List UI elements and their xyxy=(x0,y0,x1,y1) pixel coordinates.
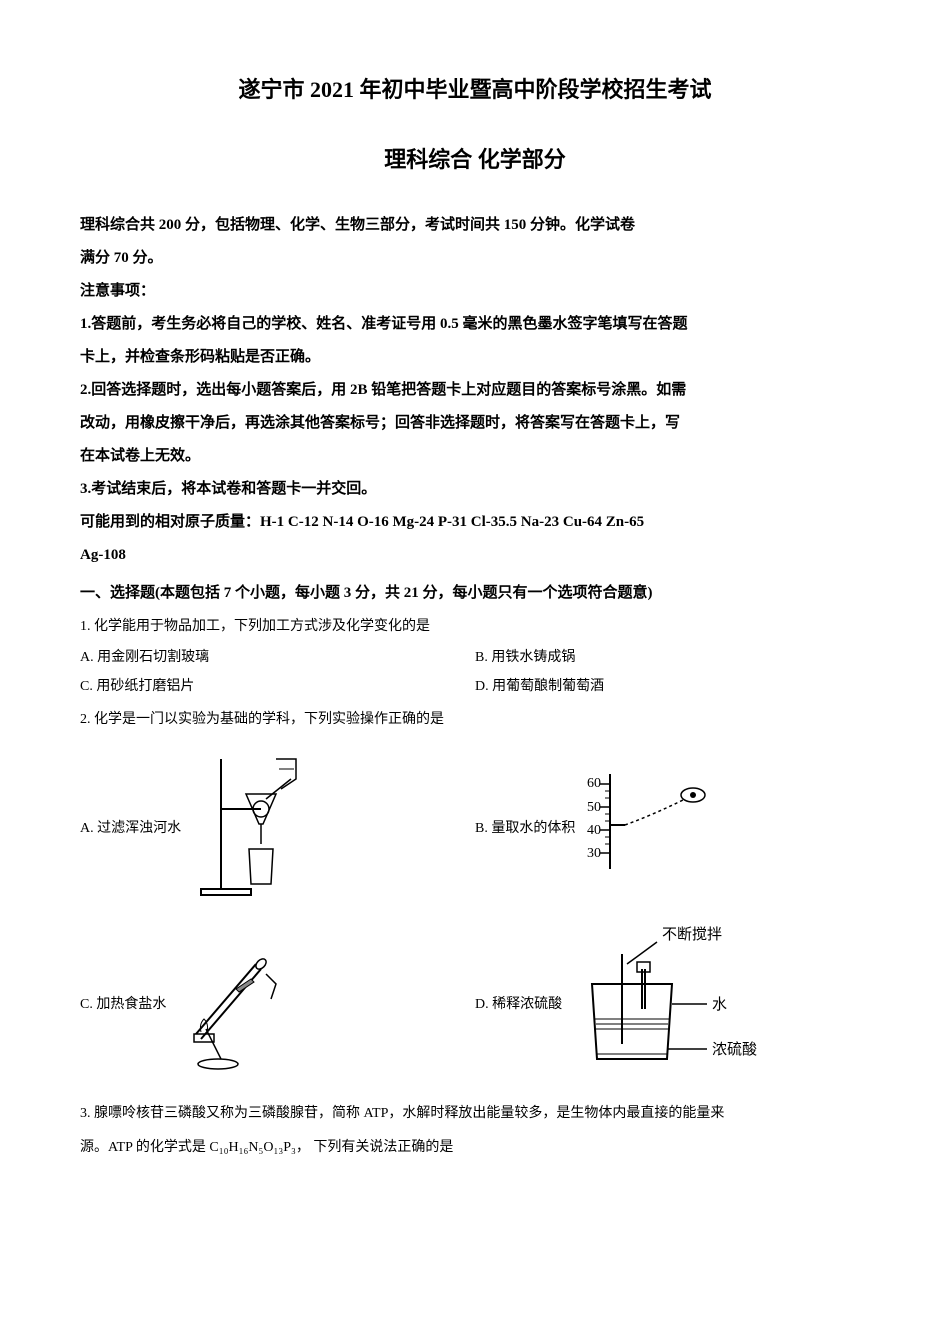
stir-label: 不断搅拌 xyxy=(662,926,722,943)
instruction-2a: 2.回答选择题时，选出每小题答案后，用 2B 铅笔把答题卡上对应题目的答案标号涂… xyxy=(80,374,870,407)
notice-header: 注意事项： xyxy=(80,275,870,308)
tick-40: 40 xyxy=(587,823,601,838)
tick-50: 50 xyxy=(587,800,601,815)
tick-30: 30 xyxy=(587,846,601,861)
atomic-mass-2: Ag-108 xyxy=(80,539,870,572)
q1-options-row-2: C. 用砂纸打磨铝片 D. 用葡萄酿制葡萄酒 xyxy=(80,674,870,699)
q1-options-row-1: A. 用金刚石切割玻璃 B. 用铁水铸成锅 xyxy=(80,645,870,670)
heating-apparatus-icon xyxy=(176,924,326,1085)
section-1-header: 一、选择题(本题包括 7 个小题，每小题 3 分，共 21 分，每小题只有一个选… xyxy=(80,580,870,607)
filter-apparatus-icon xyxy=(191,749,341,910)
instruction-3: 3.考试结束后，将本试卷和答题卡一并交回。 xyxy=(80,473,870,506)
q1-option-b: B. 用铁水铸成锅 xyxy=(475,645,870,670)
q2-option-b-container: B. 量取水的体积 60 50 40 30 xyxy=(475,769,870,890)
instruction-1b: 卡上，并检查条形码粘贴是否正确。 xyxy=(80,341,870,374)
water-label: 水 xyxy=(712,996,727,1013)
intro-line-1: 理科综合共 200 分，包括物理、化学、生物三部分，考试时间共 150 分钟。化… xyxy=(80,209,870,242)
instruction-2b: 改动，用橡皮擦干净后，再选涂其他答案标号；回答非选择题时，将答案写在答题卡上，写 xyxy=(80,407,870,440)
q2-option-d-container: D. 稀释浓硫酸 不断搅拌 水 浓硫酸 xyxy=(475,924,870,1085)
atomic-mass-1: 可能用到的相对原子质量：H-1 C-12 N-14 O-16 Mg-24 P-3… xyxy=(80,506,870,539)
question-3-line-1: 3. 腺嘌呤核苷三磷酸又称为三磷酸腺苷，简称 ATP，水解时释放出能量较多，是生… xyxy=(80,1100,870,1128)
instruction-2c: 在本试卷上无效。 xyxy=(80,440,870,473)
exam-title-sub: 理科综合 化学部分 xyxy=(80,140,870,180)
q1-option-c: C. 用砂纸打磨铝片 xyxy=(80,674,475,699)
intro-line-2: 满分 70 分。 xyxy=(80,242,870,275)
q2-options-row-1: A. 过滤浑浊河水 B. 量取水的体积 60 xyxy=(80,749,870,910)
dilution-apparatus-icon: 不断搅拌 水 浓硫酸 xyxy=(572,924,792,1085)
exam-title-main: 遂宁市 2021 年初中毕业暨高中阶段学校招生考试 xyxy=(80,70,870,110)
q1-option-d: D. 用葡萄酿制葡萄酒 xyxy=(475,674,870,699)
question-1-text: 1. 化学能用于物品加工，下列加工方式涉及化学变化的是 xyxy=(80,613,870,641)
q2-option-c-container: C. 加热食盐水 xyxy=(80,924,475,1085)
q1-option-a: A. 用金刚石切割玻璃 xyxy=(80,645,475,670)
acid-label: 浓硫酸 xyxy=(712,1041,757,1058)
question-3-line-2: 源。ATP 的化学式是 C₁₀H₁₆N₅O₁₃P₃， 下列有关说法正确的是 xyxy=(80,1134,870,1162)
q2-options-row-2: C. 加热食盐水 D. 稀释浓硫酸 不断搅拌 xyxy=(80,924,870,1085)
q2-option-d-label: D. 稀释浓硫酸 xyxy=(475,992,562,1017)
question-2-text: 2. 化学是一门以实验为基础的学科，下列实验操作正确的是 xyxy=(80,706,870,734)
instruction-1a: 1.答题前，考生务必将自己的学校、姓名、准考证号用 0.5 毫米的黑色墨水签字笔… xyxy=(80,308,870,341)
tick-60: 60 xyxy=(587,776,601,791)
graduated-cylinder-icon: 60 50 40 30 xyxy=(585,769,715,890)
q2-option-a-label: A. 过滤浑浊河水 xyxy=(80,816,181,841)
q2-option-b-label: B. 量取水的体积 xyxy=(475,816,575,841)
q2-option-c-label: C. 加热食盐水 xyxy=(80,992,166,1017)
q2-option-a-container: A. 过滤浑浊河水 xyxy=(80,749,475,910)
